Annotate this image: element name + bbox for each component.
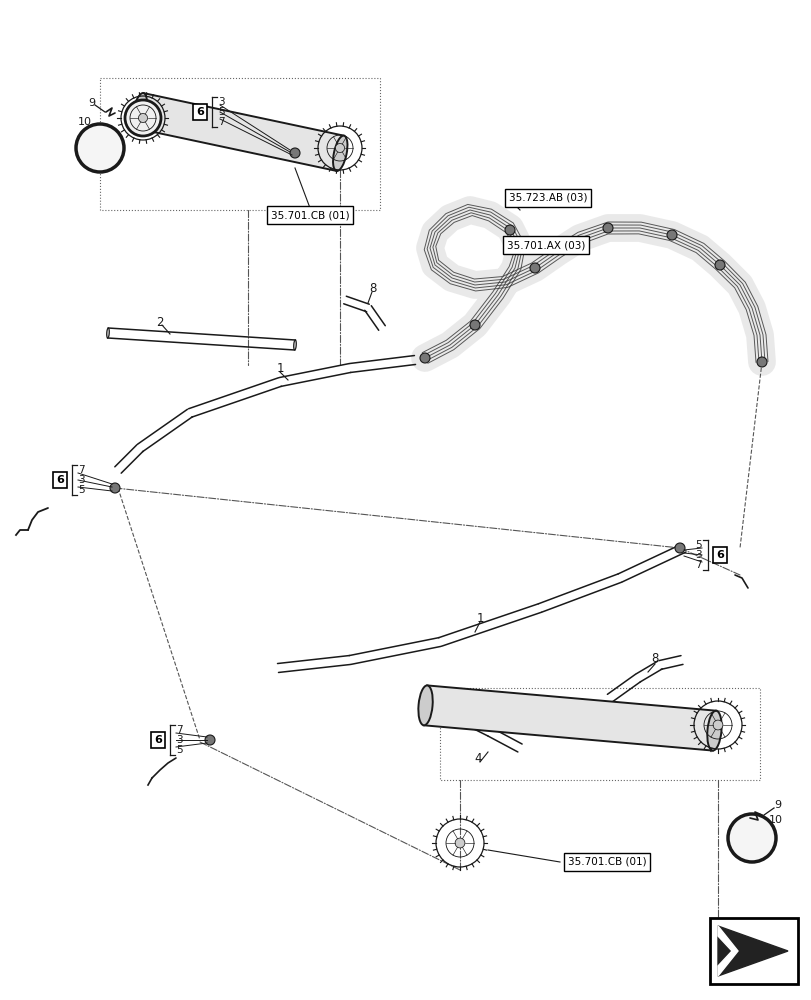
Text: 6: 6: [154, 735, 161, 745]
Text: 7: 7: [176, 725, 182, 735]
Ellipse shape: [706, 711, 721, 751]
Ellipse shape: [333, 136, 347, 171]
Text: 6: 6: [56, 475, 64, 485]
Circle shape: [204, 735, 215, 745]
Polygon shape: [423, 685, 715, 751]
Circle shape: [290, 148, 299, 158]
Circle shape: [712, 720, 722, 730]
Text: 3: 3: [78, 475, 84, 485]
Text: 2: 2: [156, 316, 164, 328]
Circle shape: [419, 353, 430, 363]
Text: 9: 9: [774, 800, 781, 810]
Circle shape: [727, 814, 775, 862]
Ellipse shape: [294, 340, 296, 350]
Text: 10: 10: [78, 117, 92, 127]
Text: 6: 6: [195, 107, 204, 117]
Polygon shape: [717, 926, 787, 976]
Text: 5: 5: [176, 745, 182, 755]
Circle shape: [109, 483, 120, 493]
Bar: [100, 78, 380, 210]
Text: 10: 10: [768, 815, 782, 825]
Polygon shape: [135, 93, 344, 171]
Circle shape: [139, 113, 148, 123]
Text: 6: 6: [715, 550, 723, 560]
Text: 5: 5: [217, 107, 225, 117]
Circle shape: [530, 263, 539, 273]
Text: 4: 4: [474, 752, 481, 764]
Circle shape: [756, 357, 766, 367]
Text: 35.701.CB (01): 35.701.CB (01): [270, 210, 349, 220]
Text: 5: 5: [694, 540, 702, 550]
Text: 3: 3: [176, 735, 182, 745]
Circle shape: [335, 143, 344, 153]
Text: 35.723.AB (03): 35.723.AB (03): [508, 193, 586, 203]
Circle shape: [603, 223, 612, 233]
Text: 35.701.AX (03): 35.701.AX (03): [506, 240, 585, 250]
Ellipse shape: [106, 328, 109, 338]
Text: 1: 1: [476, 611, 483, 624]
Ellipse shape: [418, 685, 432, 725]
Text: 8: 8: [650, 652, 658, 664]
Circle shape: [125, 100, 161, 136]
Bar: [709, 918, 797, 984]
Circle shape: [454, 838, 465, 848]
Text: 7: 7: [217, 117, 225, 127]
Circle shape: [470, 320, 479, 330]
Circle shape: [504, 225, 514, 235]
Text: 9: 9: [88, 98, 96, 108]
Polygon shape: [717, 926, 737, 976]
Text: 1: 1: [276, 361, 283, 374]
Text: 7: 7: [78, 465, 84, 475]
Text: 35.701.CB (01): 35.701.CB (01): [567, 857, 646, 867]
Text: 3: 3: [694, 550, 702, 560]
Circle shape: [666, 230, 676, 240]
Circle shape: [714, 260, 724, 270]
Text: 7: 7: [694, 560, 702, 570]
Ellipse shape: [132, 93, 147, 128]
Text: 8: 8: [369, 282, 376, 294]
Circle shape: [674, 543, 684, 553]
Bar: [440, 688, 759, 780]
Text: 3: 3: [217, 97, 225, 107]
Text: 5: 5: [78, 485, 84, 495]
Circle shape: [76, 124, 124, 172]
